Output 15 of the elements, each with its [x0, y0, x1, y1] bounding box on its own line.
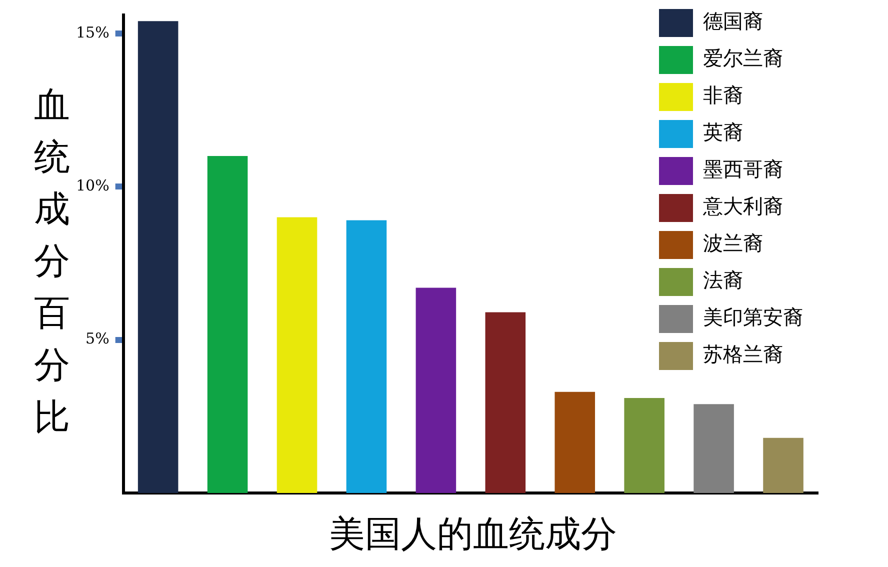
y-tick-label: 5%: [86, 330, 110, 348]
legend-label: 英裔: [703, 120, 743, 144]
legend-label: 意大利裔: [702, 194, 783, 218]
legend-label: 法裔: [703, 268, 743, 292]
y-tick-label: 15%: [76, 23, 110, 42]
y-tick-label: 10%: [76, 176, 110, 194]
legend-label: 非裔: [703, 83, 743, 108]
legend-label: 苏格兰裔: [703, 342, 783, 366]
legend-label: 美印第安裔: [703, 305, 803, 330]
legend-label: 德国裔: [703, 9, 763, 34]
legend-label: 爱尔兰裔: [703, 46, 783, 70]
x-axis-title: 美国人的血统成分: [328, 513, 618, 557]
legend-label: 墨西哥裔: [703, 157, 783, 182]
y-axis-title: 血统成分百分比: [33, 84, 71, 440]
legend-label: 波兰裔: [703, 231, 763, 256]
